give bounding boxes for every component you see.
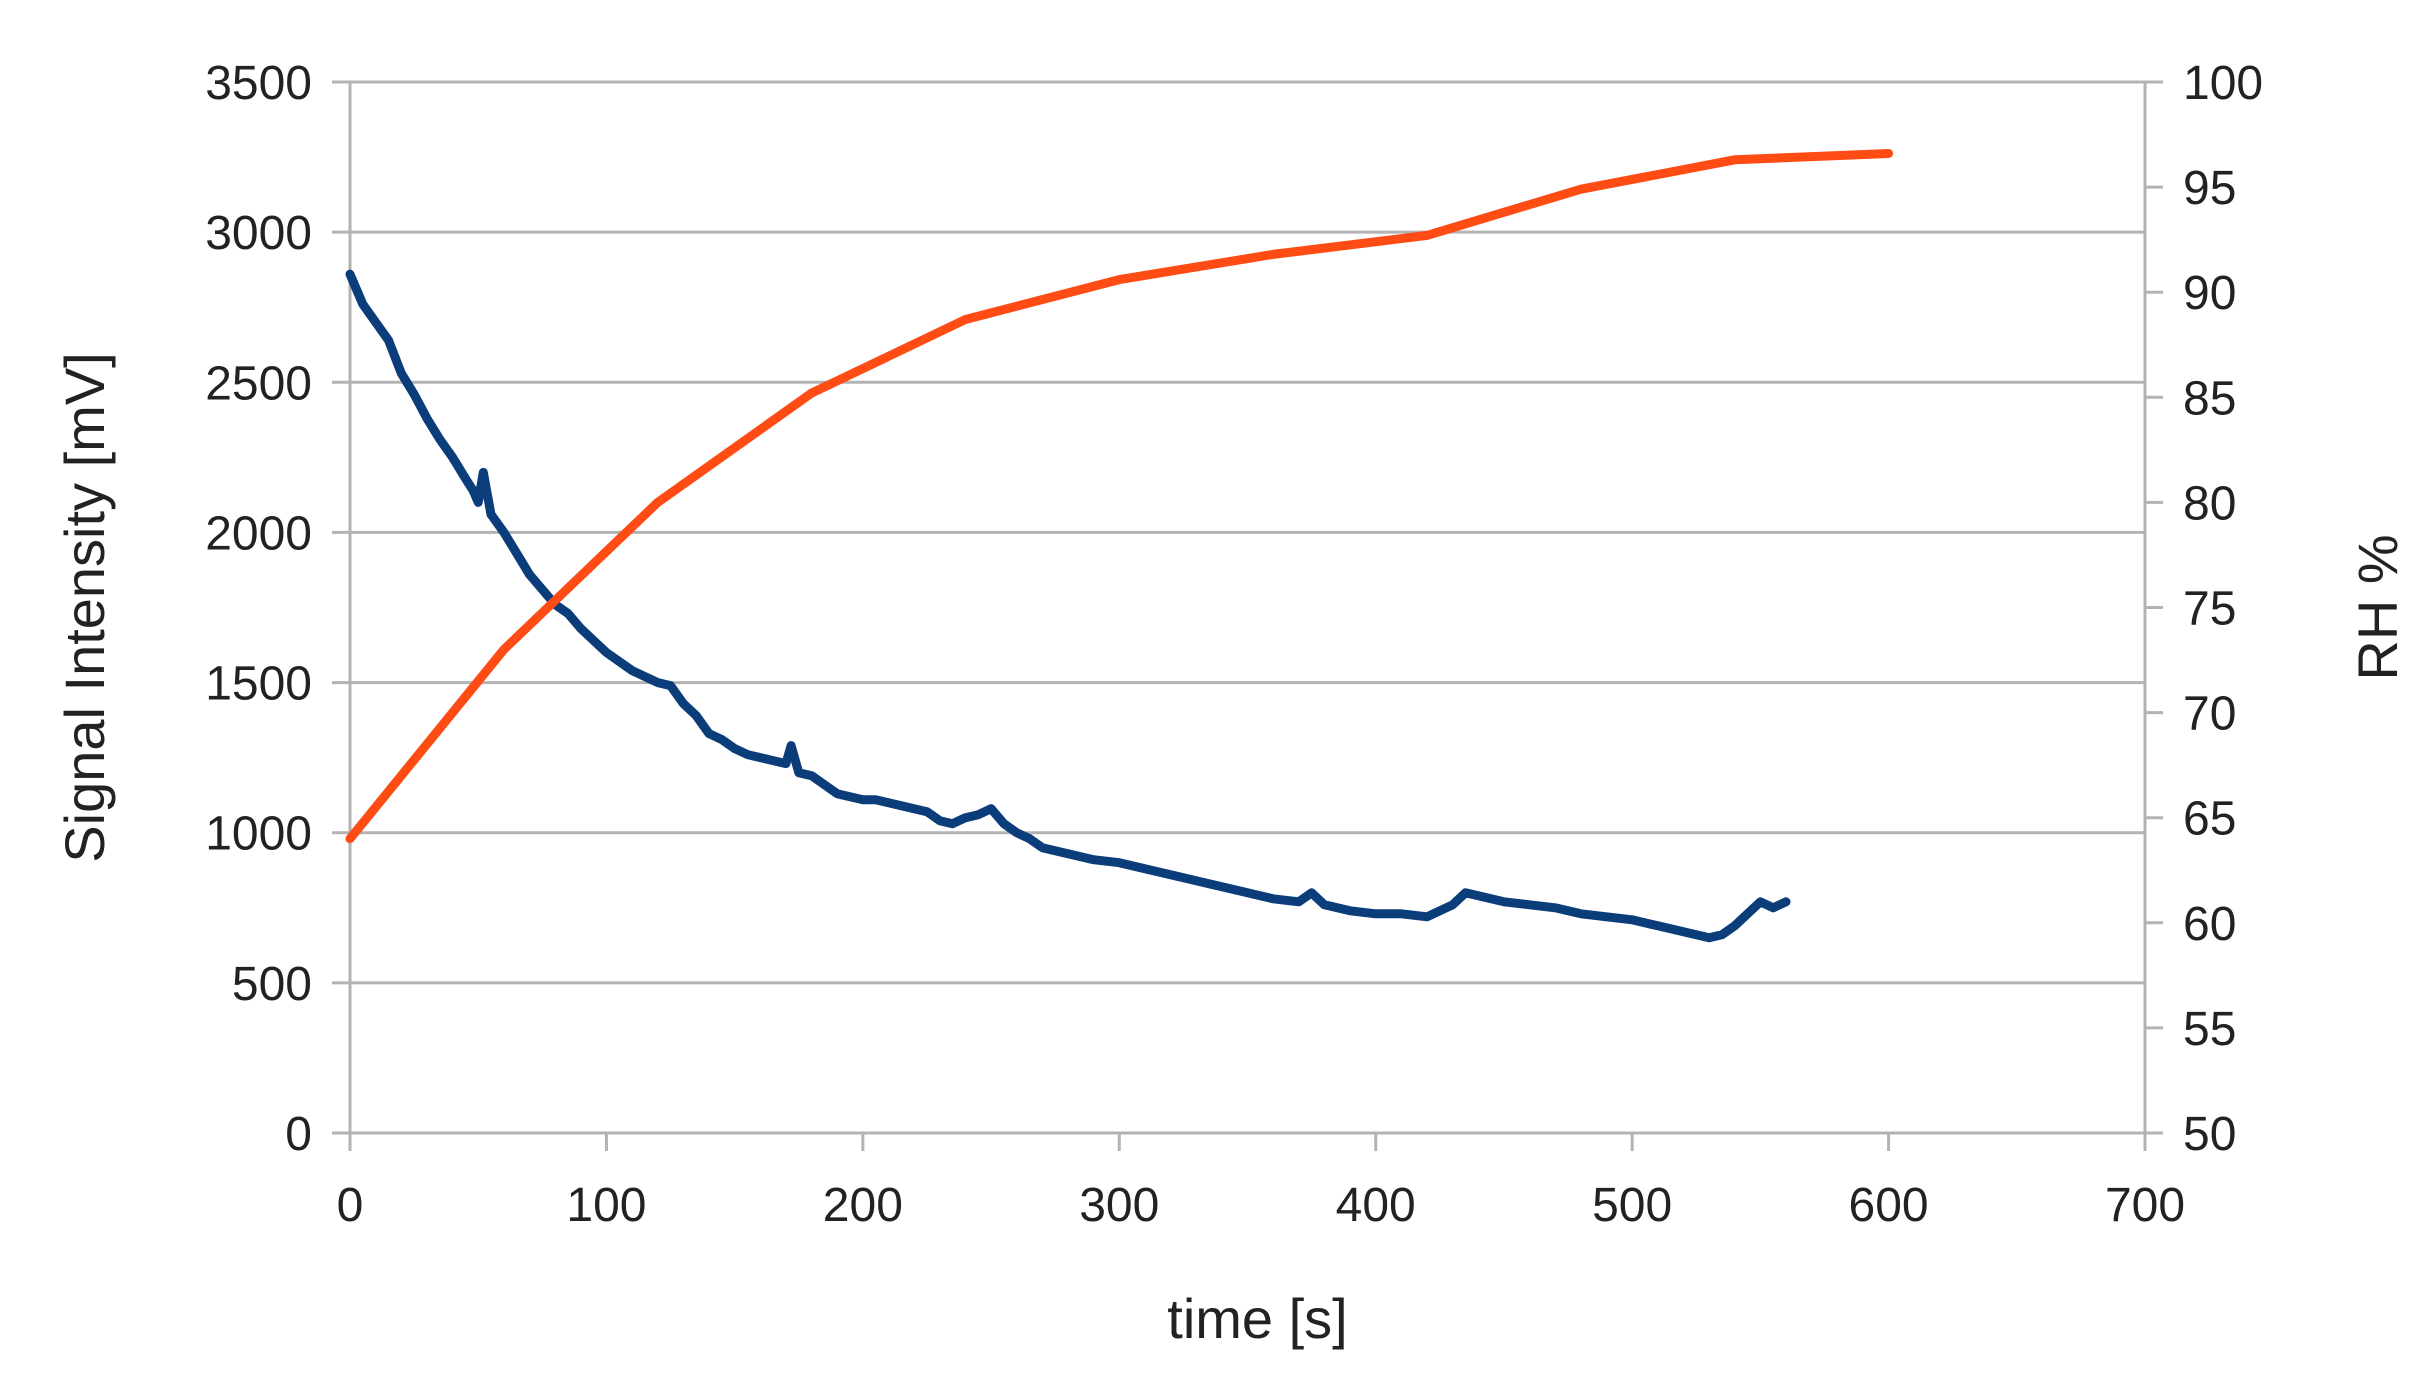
y-right-tick-label-75: 75 xyxy=(2183,583,2236,636)
x-tick-label-400: 400 xyxy=(1336,1179,1416,1232)
y-right-tick-label-80: 80 xyxy=(2183,477,2236,530)
x-tick-label-700: 700 xyxy=(2105,1179,2185,1232)
axes xyxy=(332,80,2163,1151)
x-tick-label-200: 200 xyxy=(823,1179,903,1232)
y-right-tick-label-60: 60 xyxy=(2183,898,2236,951)
y-left-tick-label-3000: 3000 xyxy=(205,207,312,260)
y-right-tick-label-95: 95 xyxy=(2183,162,2236,215)
x-tick-label-300: 300 xyxy=(1079,1179,1159,1232)
x-tick-label-100: 100 xyxy=(566,1179,646,1232)
y-left-tick-label-500: 500 xyxy=(232,958,312,1011)
x-tick-label-500: 500 xyxy=(1592,1179,1672,1232)
series-line-rh xyxy=(345,149,1894,844)
y-left-tick-label-1500: 1500 xyxy=(205,658,312,711)
y-right-tick-label-85: 85 xyxy=(2183,372,2236,425)
y-left-tick-label-2000: 2000 xyxy=(205,507,312,560)
y-right-tick-label-70: 70 xyxy=(2183,688,2236,741)
y-left-tick-label-2500: 2500 xyxy=(205,357,312,410)
x-axis-title: time [s] xyxy=(1167,1287,1347,1350)
y-right-tick-label-55: 55 xyxy=(2183,1003,2236,1056)
y-left-tick-label-3500: 3500 xyxy=(205,57,312,110)
y-right-tick-label-50: 50 xyxy=(2183,1108,2236,1161)
y-left-tick-label-1000: 1000 xyxy=(205,808,312,861)
series-line-signal-intensity xyxy=(345,269,1791,943)
y-right-tick-label-90: 90 xyxy=(2183,267,2236,320)
y-axis-left-title: Signal Intensity [mV] xyxy=(53,352,116,862)
x-tick-label-600: 600 xyxy=(1849,1179,1929,1232)
y-right-tick-label-65: 65 xyxy=(2183,793,2236,846)
y-left-tick-label-0: 0 xyxy=(285,1108,312,1161)
y-right-tick-label-100: 100 xyxy=(2183,57,2263,110)
y-axis-right-title: RH % xyxy=(2346,534,2409,680)
series xyxy=(345,149,1894,943)
gridlines xyxy=(350,80,2145,1135)
labels: 0500100015002000250030003500505560657075… xyxy=(53,57,2409,1350)
x-tick-label-0: 0 xyxy=(337,1179,364,1232)
